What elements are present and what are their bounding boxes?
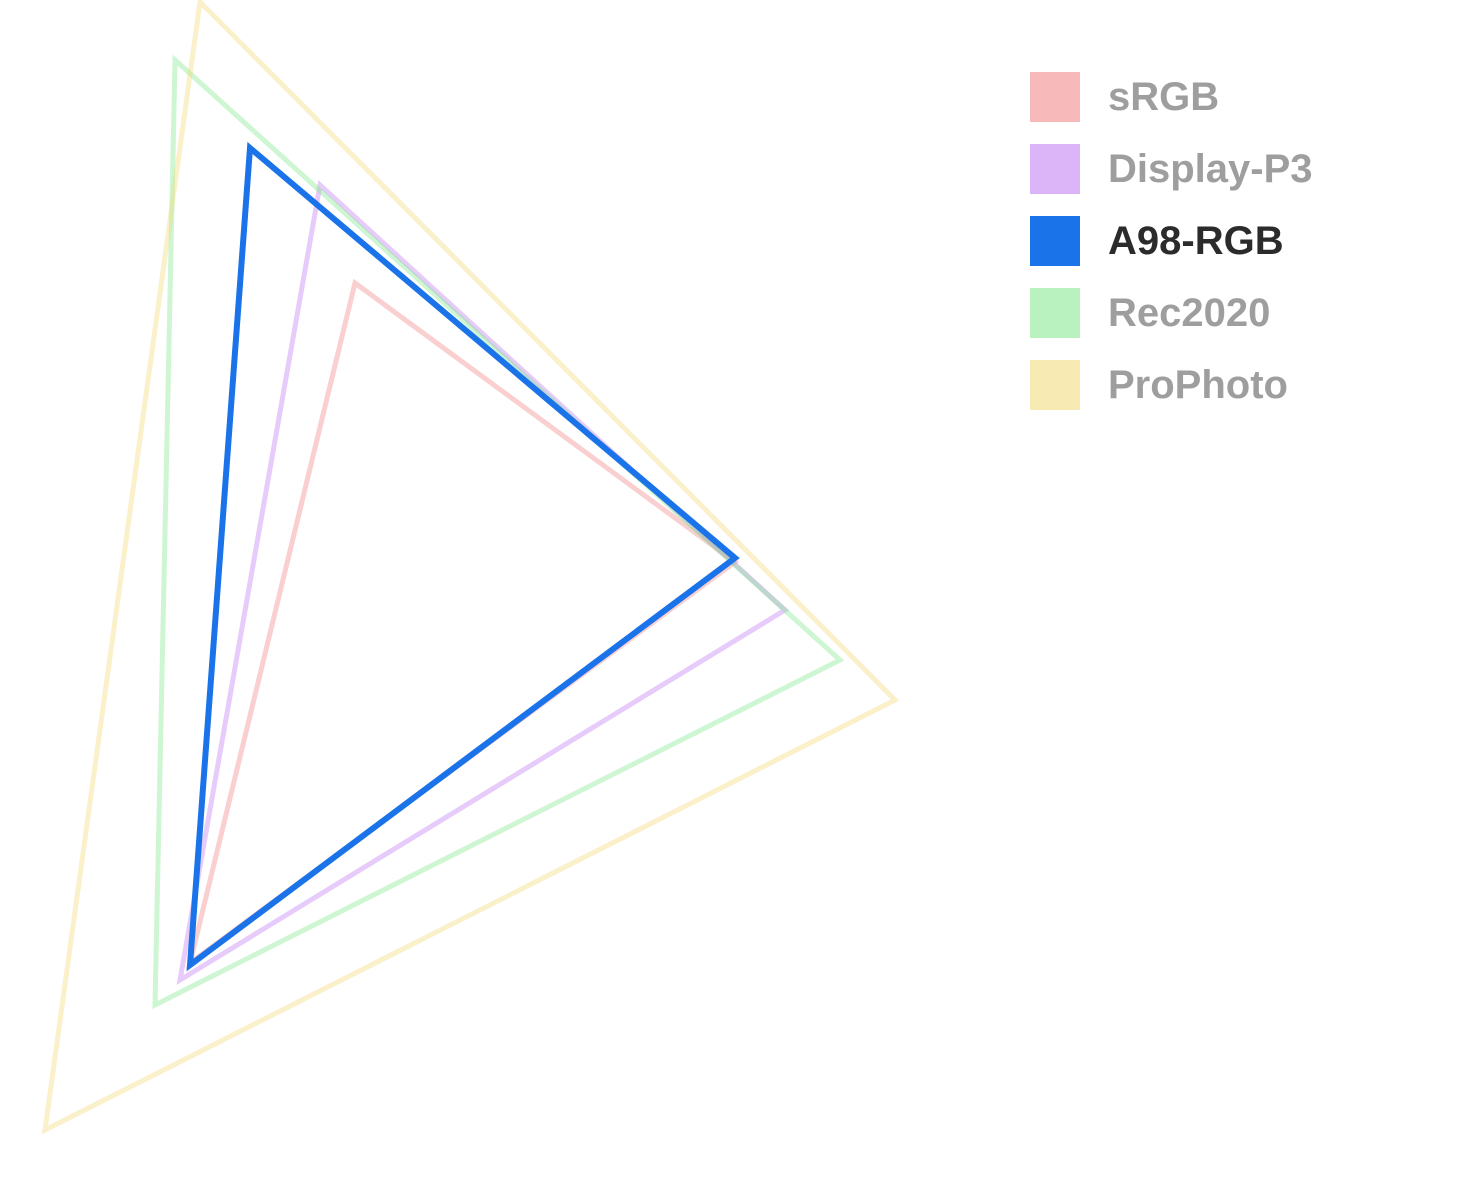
legend-label-srgb: sRGB xyxy=(1108,75,1219,120)
legend-label-rec2020: Rec2020 xyxy=(1108,291,1270,336)
legend-swatch-a98-rgb xyxy=(1030,216,1080,266)
diagram-stage: sRGB Display-P3 A98-RGB Rec2020 ProPhoto xyxy=(0,0,1473,1194)
legend-label-a98-rgb: A98-RGB xyxy=(1108,219,1284,264)
gamut-triangle-a98-rgb xyxy=(190,148,735,965)
legend-swatch-display-p3 xyxy=(1030,144,1080,194)
gamut-triangle-display-p3 xyxy=(180,185,785,980)
legend-swatch-prophoto xyxy=(1030,360,1080,410)
legend-item-a98-rgb[interactable]: A98-RGB xyxy=(1030,216,1313,266)
legend-label-prophoto: ProPhoto xyxy=(1108,363,1288,408)
legend-label-display-p3: Display-P3 xyxy=(1108,147,1313,192)
gamut-triangle-srgb xyxy=(190,283,735,963)
legend: sRGB Display-P3 A98-RGB Rec2020 ProPhoto xyxy=(1030,72,1313,410)
legend-item-rec2020[interactable]: Rec2020 xyxy=(1030,288,1313,338)
legend-item-srgb[interactable]: sRGB xyxy=(1030,72,1313,122)
legend-swatch-srgb xyxy=(1030,72,1080,122)
legend-item-display-p3[interactable]: Display-P3 xyxy=(1030,144,1313,194)
legend-swatch-rec2020 xyxy=(1030,288,1080,338)
legend-item-prophoto[interactable]: ProPhoto xyxy=(1030,360,1313,410)
